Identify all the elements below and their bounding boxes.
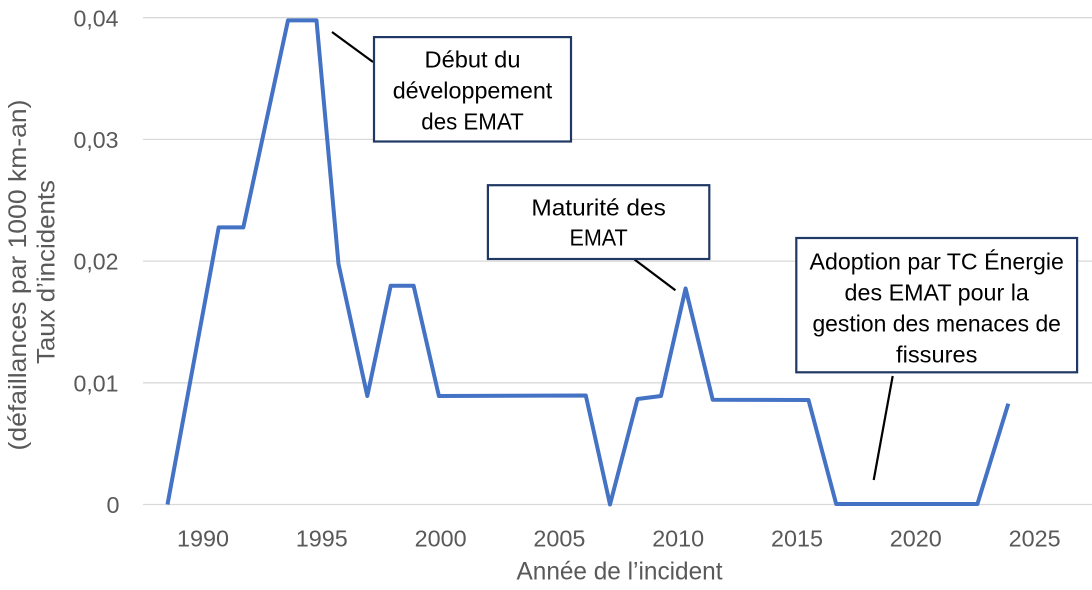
svg-text:2015: 2015 (771, 526, 823, 552)
svg-text:2010: 2010 (652, 526, 704, 552)
svg-text:EMAT: EMAT (569, 224, 627, 250)
svg-text:Année de l’incident: Année de l’incident (517, 558, 723, 586)
svg-text:2000: 2000 (415, 526, 467, 552)
svg-text:2005: 2005 (533, 526, 585, 552)
svg-text:Taux d’incidents: Taux d’incidents (33, 180, 61, 364)
svg-text:(défaillances par 1000 km-an): (défaillances par 1000 km-an) (4, 100, 32, 451)
svg-text:des EMAT: des EMAT (421, 108, 523, 134)
svg-text:0: 0 (107, 492, 120, 518)
svg-text:1990: 1990 (177, 526, 229, 552)
svg-text:0,02: 0,02 (74, 249, 119, 275)
svg-text:fissures: fissures (896, 342, 977, 368)
svg-text:0,03: 0,03 (74, 127, 119, 153)
svg-text:gestion des menaces de: gestion des menaces de (812, 311, 1061, 337)
svg-text:2020: 2020 (890, 526, 942, 552)
svg-text:0,04: 0,04 (74, 5, 119, 31)
svg-text:des EMAT pour la: des EMAT pour la (845, 280, 1030, 306)
svg-text:2025: 2025 (1009, 526, 1061, 552)
svg-text:Adoption par TC Énergie: Adoption par TC Énergie (810, 249, 1064, 275)
svg-text:développement: développement (393, 77, 553, 103)
svg-text:1995: 1995 (296, 526, 348, 552)
svg-text:0,01: 0,01 (74, 370, 119, 396)
svg-text:Début du: Début du (425, 47, 521, 73)
svg-text:Maturité des: Maturité des (531, 195, 666, 221)
